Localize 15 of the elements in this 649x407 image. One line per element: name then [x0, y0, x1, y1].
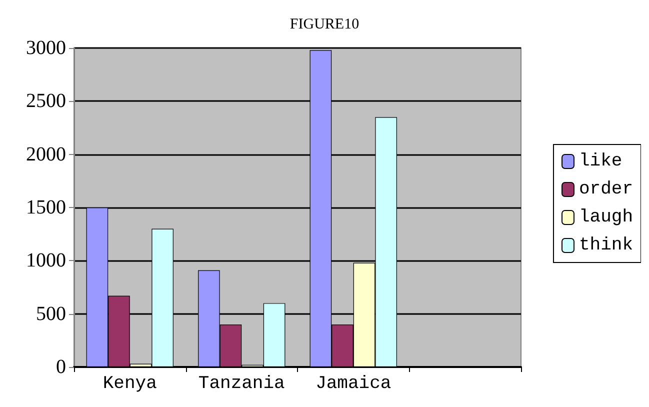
legend-label: order: [578, 180, 634, 200]
y-tick-label: 1500: [26, 196, 66, 218]
legend-label: think: [578, 236, 634, 256]
y-tick-label: 2000: [26, 143, 66, 166]
y-tick-label: 2500: [26, 90, 66, 112]
y-tick-label: 500: [36, 302, 66, 325]
y-tick-label: 1000: [26, 250, 66, 272]
chart-title: FIGURE10: [290, 16, 360, 32]
x-tick-label: Jamaica: [316, 374, 392, 394]
legend-label: like: [578, 152, 622, 172]
x-tick-label: Kenya: [102, 374, 158, 394]
legend-label: laugh: [578, 208, 634, 228]
x-tick-label: Tanzania: [198, 374, 286, 394]
y-tick-label: 0: [56, 356, 66, 378]
y-tick-label: 3000: [26, 37, 66, 59]
